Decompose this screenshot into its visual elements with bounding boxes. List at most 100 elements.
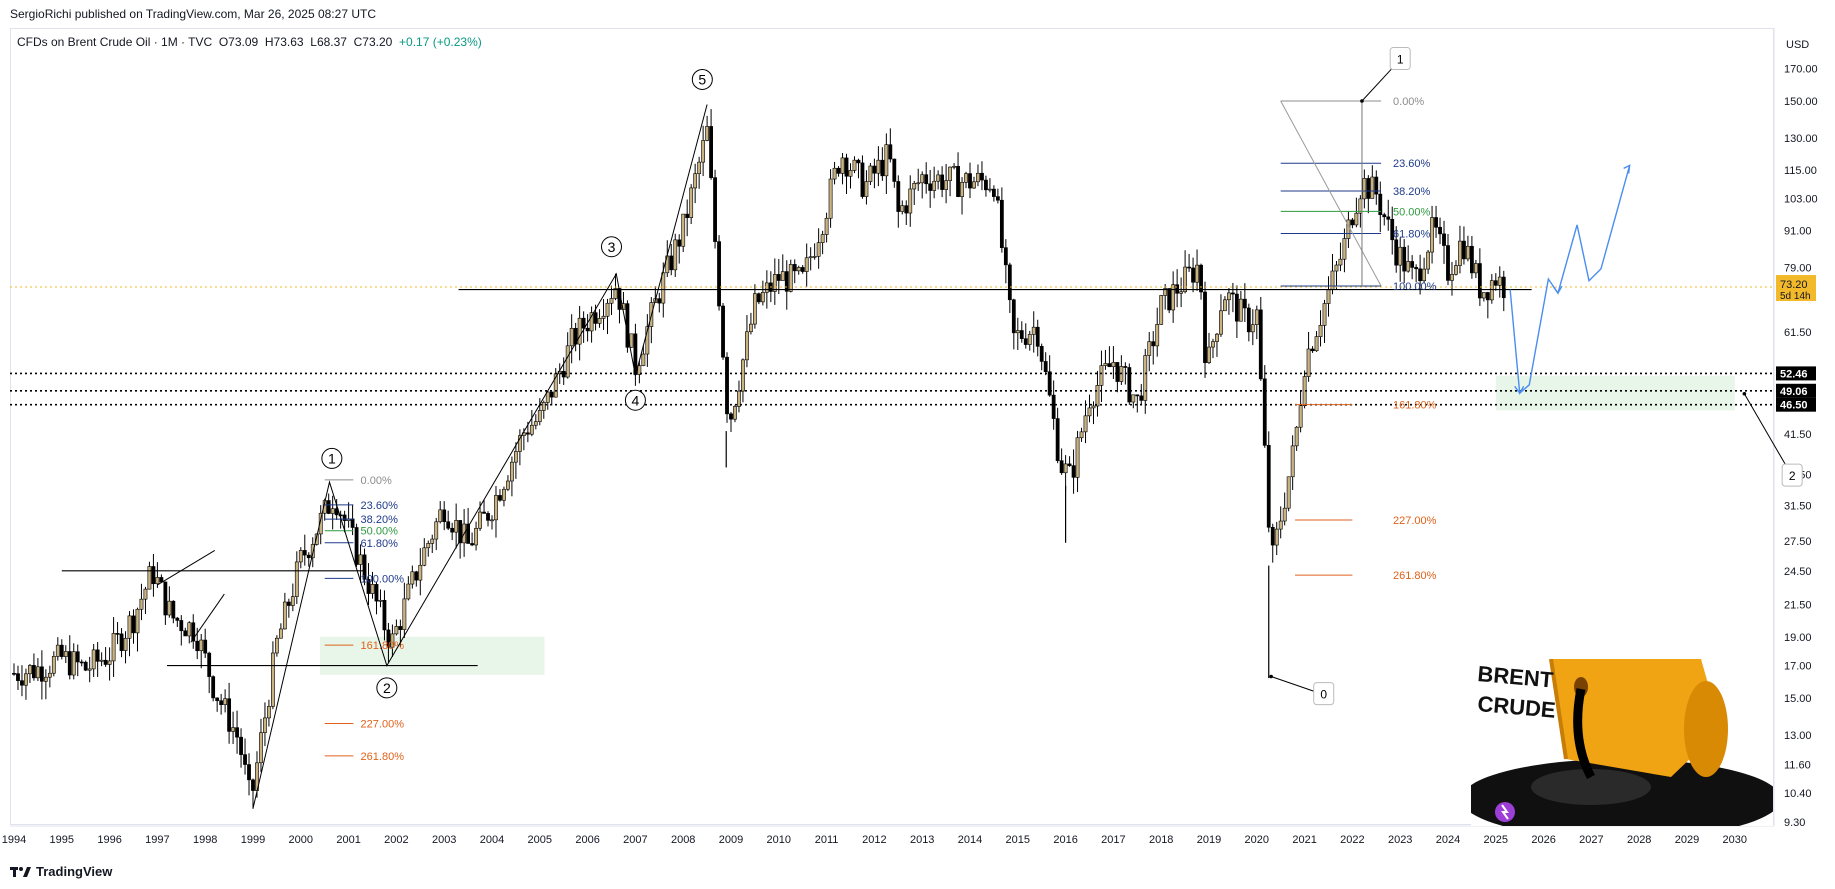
projection-arrowhead-icon	[1552, 285, 1563, 295]
open-value: O73.09	[218, 35, 259, 49]
fib-level-label: 50.00%	[361, 526, 399, 538]
candle-body	[1386, 216, 1391, 220]
candle-body	[1183, 266, 1188, 293]
x-tick-label: 1996	[97, 834, 121, 846]
candle-body	[796, 267, 801, 272]
y-tick-label: 115.00	[1784, 165, 1817, 177]
candle-body	[211, 676, 216, 699]
projection-arrowhead-icon	[1623, 164, 1631, 174]
wave-label-circle[interactable]	[321, 447, 343, 469]
candle-body	[904, 205, 909, 214]
candle-body	[28, 665, 32, 675]
wave-label: 2	[383, 680, 391, 696]
candle-body	[1083, 415, 1088, 433]
candle-body	[1151, 341, 1156, 347]
callout-anchor	[1269, 674, 1273, 679]
candle-body	[163, 581, 168, 616]
candle-body	[199, 639, 204, 652]
y-tick-label: 103.00	[1784, 193, 1818, 205]
elliott-wave-path[interactable]	[252, 104, 708, 809]
x-tick-label: 2002	[384, 834, 408, 846]
candle-body	[1318, 325, 1323, 337]
candle-body	[1274, 528, 1279, 546]
x-tick-label: 2006	[575, 834, 599, 846]
oil-barrel-image: BRENT CRUDE	[1471, 659, 1773, 826]
callout-box[interactable]	[1781, 463, 1803, 487]
y-tick-label: 17.00	[1784, 661, 1812, 673]
callout-box[interactable]	[1313, 682, 1335, 706]
candle-body	[1366, 178, 1371, 199]
fib-level-label: 0.00%	[1393, 96, 1424, 108]
candle-body	[1099, 365, 1104, 386]
candle-body	[1489, 280, 1494, 301]
candle-body	[824, 217, 829, 235]
wave-label-circle[interactable]	[376, 677, 398, 699]
candle-body	[737, 390, 741, 407]
wave-label-circle[interactable]	[624, 389, 646, 411]
candle-body	[940, 174, 945, 190]
candle-body	[1278, 520, 1283, 530]
candle-body	[860, 162, 865, 197]
x-tick-label: 2008	[671, 834, 695, 846]
candle-body	[577, 317, 582, 345]
x-tick-label: 2018	[1149, 834, 1173, 846]
support-level-tag: 52.46	[1780, 368, 1808, 380]
candle-body	[179, 620, 184, 632]
tradingview-footer[interactable]: TradingView	[10, 864, 112, 879]
candle-body	[820, 234, 825, 243]
x-tick-label: 2001	[336, 834, 360, 846]
candle-body	[382, 599, 387, 631]
callout-anchor	[1742, 391, 1747, 396]
candle-body	[804, 257, 809, 272]
candle-body	[243, 754, 247, 765]
x-tick-label: 2028	[1627, 834, 1651, 846]
candle-body	[772, 274, 777, 292]
candle-body	[924, 174, 929, 185]
wave-label: 4	[632, 392, 640, 408]
x-tick-label: 2024	[1436, 834, 1460, 846]
candle-body	[1282, 507, 1287, 522]
candle-body	[952, 165, 956, 168]
candle-body	[450, 527, 455, 533]
y-tick-label: 130.00	[1784, 133, 1818, 145]
candle-body	[422, 547, 427, 566]
candle-body	[880, 159, 885, 177]
fib-level-label: 227.00%	[1393, 515, 1437, 527]
candle-body	[318, 512, 323, 535]
candle-body	[187, 622, 192, 637]
fib-level-label: 38.20%	[1393, 186, 1431, 198]
symbol-name[interactable]: CFDs on Brent Crude Oil · 1M · TVC	[17, 35, 213, 49]
candle-body	[32, 665, 36, 679]
candle-body	[390, 633, 395, 648]
candle-body	[1135, 394, 1140, 397]
fib-level-label: 23.60%	[361, 500, 399, 512]
candle-body	[1079, 431, 1084, 439]
candle-body	[39, 666, 44, 682]
candle-body	[533, 421, 538, 426]
candle-body	[306, 554, 311, 559]
x-tick-label: 2030	[1723, 834, 1747, 846]
candle-body	[119, 633, 124, 651]
candle-body	[1334, 264, 1339, 272]
callout-box[interactable]	[1389, 47, 1411, 71]
candle-body	[764, 282, 769, 293]
candle-body	[1410, 261, 1415, 268]
projection-arrowhead-icon	[1514, 385, 1525, 395]
candle-body	[741, 359, 745, 392]
candle-body	[1087, 407, 1092, 417]
wave-label-circle[interactable]	[601, 236, 622, 258]
candle-body	[1354, 212, 1359, 226]
candle-body	[605, 302, 610, 317]
projected-path[interactable]	[1509, 165, 1631, 395]
candle-body	[1362, 178, 1367, 200]
candle-body	[247, 764, 251, 781]
callout-label: 1	[1397, 53, 1404, 67]
candle-body	[239, 736, 243, 755]
target-zone-2000[interactable]	[319, 636, 545, 675]
publisher-line: SergioRichi published on TradingView.com…	[10, 7, 376, 21]
candle-body	[1155, 324, 1160, 347]
candles-layer	[12, 109, 1506, 809]
candle-body	[1179, 291, 1184, 294]
wave-label-circle[interactable]	[691, 68, 713, 90]
